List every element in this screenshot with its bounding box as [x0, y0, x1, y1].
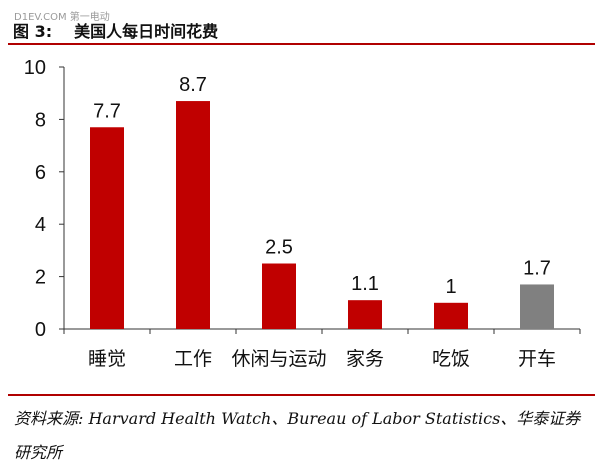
bar-家务: [348, 300, 382, 329]
source-note: 资料来源: Harvard Health Watch、Bureau of Lab…: [14, 409, 581, 462]
y-tick-label: 6: [35, 162, 46, 184]
y-tick-label: 2: [35, 267, 46, 289]
y-tick-label: 10: [24, 57, 46, 79]
figure-number: 图 3:: [13, 22, 53, 41]
y-tick-label: 0: [35, 319, 46, 341]
x-tick-label: 工作: [174, 348, 212, 370]
bar-开车: [520, 284, 554, 329]
data-label: 8.7: [179, 74, 207, 96]
watermark: D1EV.COM 第一电动: [14, 12, 110, 23]
y-tick-label: 4: [35, 214, 46, 236]
data-label: 1: [445, 276, 456, 298]
figure-title: 美国人每日时间花费: [74, 22, 219, 41]
bar-工作: [176, 101, 210, 329]
bar-睡觉: [90, 127, 124, 329]
bottom-rule: [8, 394, 595, 396]
x-tick-label: 开车: [518, 348, 556, 370]
bar-chart: 0 2 4 6 8 10 7.7 睡觉 8.7 工作 2.5 休闲与运动 1.1 家务 1 吃饭 1.7 开车: [24, 57, 581, 370]
bar-吃饭: [434, 302, 468, 329]
data-label: 2.5: [265, 237, 293, 259]
bar-休闲与运动: [262, 263, 296, 329]
figure-header: 图 3: 美国人每日时间花费: [13, 18, 218, 42]
data-label: 1.7: [523, 257, 551, 279]
x-tick-label: 休闲与运动: [231, 348, 326, 370]
x-tick-label: 吃饭: [432, 348, 470, 370]
title-rule: [8, 43, 595, 45]
data-label: 1.1: [351, 273, 379, 295]
x-tick-label: 家务: [346, 348, 384, 370]
y-tick-label: 8: [35, 109, 46, 131]
x-tick-label: 睡觉: [88, 348, 126, 370]
data-label: 7.7: [93, 100, 121, 122]
